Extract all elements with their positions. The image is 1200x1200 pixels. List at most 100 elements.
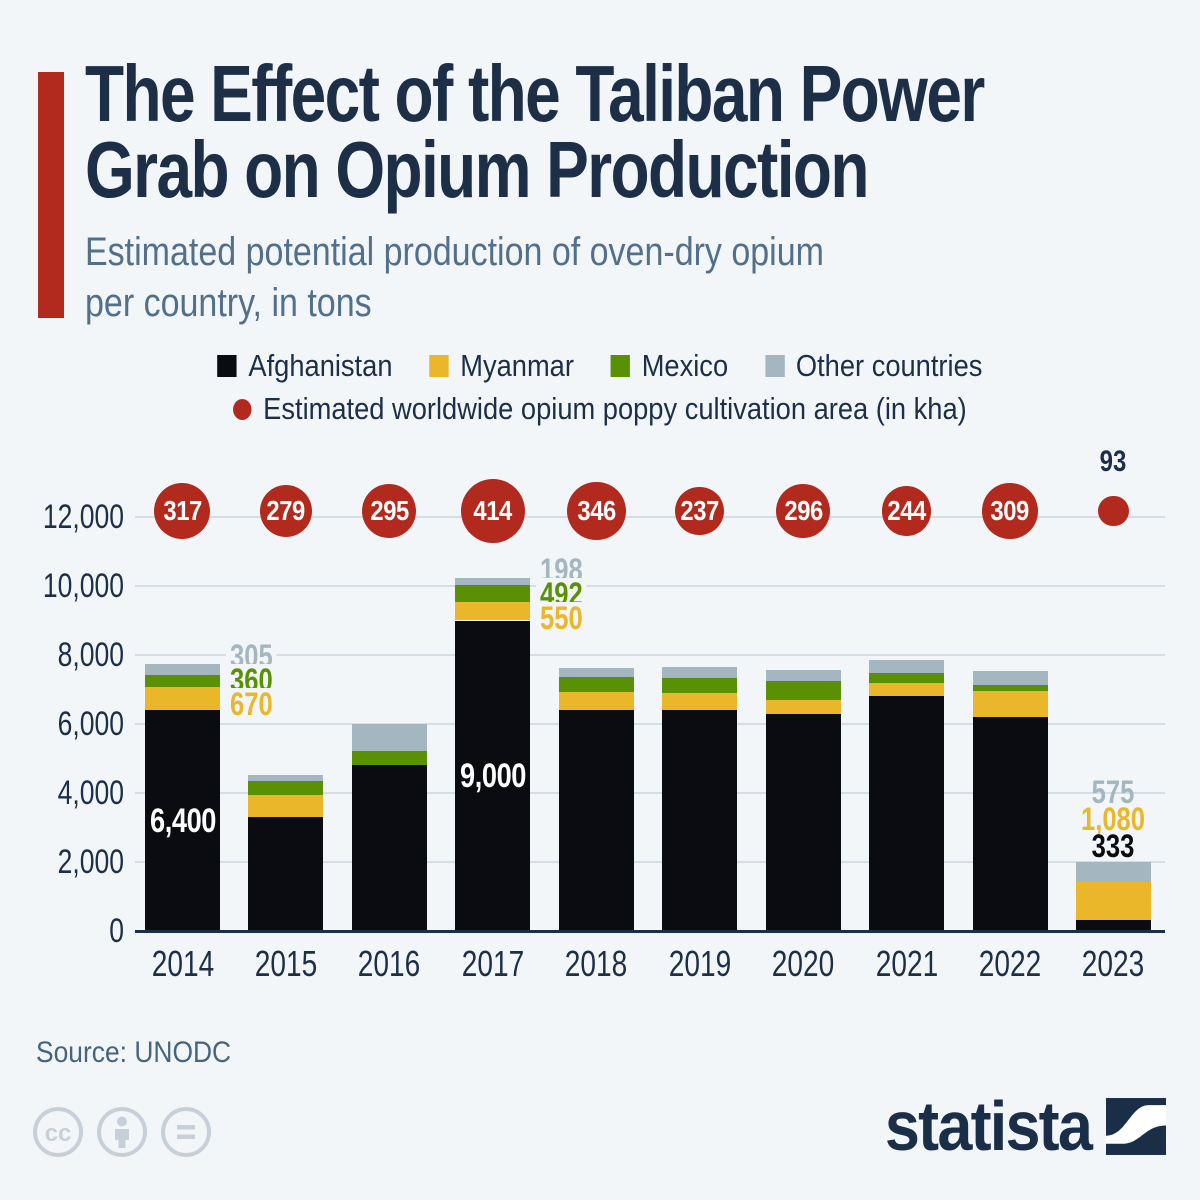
legend-item-cultivation-area: Estimated worldwide opium poppy cultivat… — [233, 391, 967, 427]
bar-2020-afghanistan — [765, 713, 841, 931]
bar-2022-mexico — [972, 685, 1048, 691]
bubble-2015: 279 — [259, 484, 313, 538]
bar-2015-afghanistan — [248, 817, 324, 931]
gridline-4000 — [135, 792, 1165, 794]
bubble-value-2017: 414 — [473, 495, 513, 526]
bar-2018-myanmar — [558, 692, 634, 711]
bubble-value-2014: 317 — [163, 494, 202, 526]
bubble-2014: 317 — [154, 482, 211, 539]
label-2014-afghanistan: 6,400 — [149, 801, 216, 840]
gridline-2000 — [135, 861, 1165, 863]
bar-2015-myanmar — [248, 794, 324, 818]
bar-2018-afghanistan — [558, 710, 634, 931]
bar-2019-afghanistan — [662, 710, 738, 931]
y-axis-label-6000: 6,000 — [57, 705, 125, 743]
bubble-2018: 346 — [567, 481, 626, 541]
bar-2019-mexico — [662, 678, 738, 693]
statista-logo-mark — [1106, 1097, 1166, 1155]
cc-equal-icon — [161, 1107, 211, 1157]
subtitle: Estimated potential production of oven-d… — [85, 227, 824, 329]
title-accent-bar — [38, 72, 64, 318]
bar-2022-afghanistan — [972, 717, 1048, 931]
legend-item-mexico: Mexico — [610, 348, 729, 384]
bar-2023-afghanistan — [1075, 919, 1151, 931]
bubble-2021: 244 — [882, 486, 932, 536]
mexico-swatch — [610, 355, 631, 377]
label-2014-myanmar: 670 — [226, 688, 277, 721]
bubble-2023 — [1098, 495, 1129, 527]
bar-2015-mexico — [248, 781, 324, 795]
legend-label: Mexico — [641, 348, 729, 383]
legend-bubble-row: Estimated worldwide opium poppy cultivat… — [72, 391, 1128, 427]
myanmar-swatch — [429, 355, 449, 377]
bar-2015-other — [248, 774, 324, 782]
bar-2016-other — [351, 724, 427, 751]
bar-2022-other — [972, 670, 1048, 686]
bubble-2019: 237 — [675, 486, 724, 536]
bubble-value-2019: 237 — [680, 494, 719, 526]
gridline-12000 — [135, 516, 1165, 518]
x-axis-label-2016: 2016 — [358, 943, 421, 984]
bar-2021-myanmar — [869, 682, 945, 697]
source-note: Source: UNODC — [36, 1036, 232, 1069]
bar-2014-mexico — [145, 674, 220, 688]
bubble-2022: 309 — [982, 483, 1038, 539]
afghanistan-swatch — [217, 355, 237, 377]
x-axis-line — [135, 930, 1165, 933]
x-axis-label-2017: 2017 — [461, 943, 525, 984]
bar-2021-mexico — [869, 672, 945, 683]
bar-2018-other — [558, 668, 634, 678]
y-axis-label-0: 0 — [109, 912, 124, 950]
bubble-value-2015: 279 — [266, 494, 306, 526]
y-axis-label-4000: 4,000 — [57, 774, 125, 812]
gridline-10000 — [135, 585, 1165, 587]
x-axis-label-2014: 2014 — [151, 943, 214, 984]
subtitle-line-2: per country, in tons — [85, 281, 372, 325]
x-axis-label-2020: 2020 — [771, 943, 835, 984]
cultivation-area-swatch — [233, 398, 252, 420]
bar-2020-myanmar — [765, 699, 841, 714]
x-axis-label-2022: 2022 — [978, 943, 1042, 984]
label-2023-other: 575 — [1092, 774, 1135, 811]
legend-label: Estimated worldwide opium poppy cultivat… — [263, 391, 967, 426]
bubble-value-2022: 309 — [990, 494, 1030, 526]
bar-2016-afghanistan — [351, 765, 427, 931]
subtitle-line-1: Estimated potential production of oven-d… — [85, 230, 824, 274]
bubble-value-2016: 295 — [370, 494, 409, 526]
bubble-2020: 296 — [776, 483, 831, 539]
bubble-value-2020: 296 — [783, 494, 823, 526]
other-countries-swatch — [765, 355, 785, 377]
x-axis-label-2015: 2015 — [254, 943, 318, 984]
cc-license-icons: cc — [32, 1106, 212, 1158]
label-2023-afghanistan: 333 — [1092, 828, 1135, 865]
gridline-6000 — [135, 723, 1165, 725]
y-axis-label-10000: 10,000 — [42, 567, 124, 605]
bar-2023-myanmar — [1075, 882, 1151, 920]
x-axis-label-2019: 2019 — [668, 943, 731, 984]
x-axis-label-2023: 2023 — [1082, 943, 1145, 984]
cc-icon: cc — [33, 1107, 83, 1157]
bar-2020-mexico — [765, 680, 841, 700]
x-axis-label-2021: 2021 — [875, 943, 938, 984]
title-line-2: Grab on Opium Production — [85, 125, 870, 214]
bubble-value-2021: 244 — [887, 494, 926, 526]
svg-text:cc: cc — [45, 1120, 72, 1147]
label-2017-myanmar: 550 — [536, 601, 588, 634]
bar-2021-afghanistan — [869, 696, 945, 931]
y-axis-label-12000: 12,000 — [42, 498, 124, 536]
bar-2022-myanmar — [972, 690, 1048, 718]
bar-2021-other — [869, 659, 945, 673]
y-axis-label-8000: 8,000 — [57, 636, 125, 674]
bar-2014-myanmar — [145, 687, 220, 711]
legend-label: Afghanistan — [248, 348, 393, 383]
page-title: The Effect of the Taliban Power Grab on … — [85, 54, 985, 214]
bar-2014-afghanistan — [145, 710, 220, 931]
bar-2019-other — [662, 667, 738, 679]
bar-2017-afghanistan — [455, 620, 531, 931]
bar-2018-mexico — [558, 677, 634, 693]
bar-2020-other — [765, 669, 841, 681]
x-axis-label-2018: 2018 — [565, 943, 628, 984]
legend-item-other-countries: Other countries — [765, 348, 982, 384]
